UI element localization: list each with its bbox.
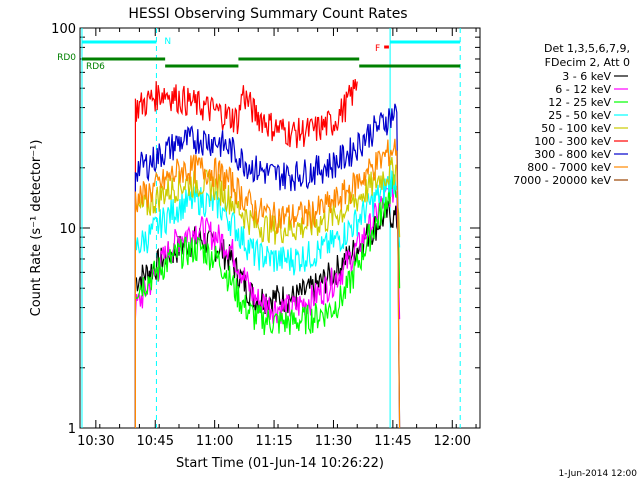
legend-entry-label: 6 - 12 keV xyxy=(555,83,611,96)
state-bars: N F RD0 RD6 xyxy=(57,37,461,72)
series-line-6 xyxy=(134,103,401,429)
series-line-4 xyxy=(134,156,401,428)
x-tick-label: 12:00 xyxy=(434,434,471,449)
series-group xyxy=(134,78,401,429)
x-tick-label: 11:00 xyxy=(196,434,233,449)
x-axis-label: Start Time (01-Jun-14 10:26:22) xyxy=(176,456,384,471)
y-tick-label: 1 xyxy=(68,422,76,437)
state-label-f: F xyxy=(375,44,380,54)
state-label-n: N xyxy=(164,37,171,47)
axes: 10:30 10:45 11:00 11:15 11:30 11:45 12:00 1 10 10… xyxy=(51,22,480,449)
plot-frame xyxy=(79,27,481,429)
y-axis-label: Count Rate (s⁻¹ detector⁻¹) xyxy=(29,140,44,317)
y-tick-label: 100 xyxy=(51,22,76,37)
legend-entry-label: 300 - 800 keV xyxy=(534,148,611,161)
legend-entry-label: 12 - 25 keV xyxy=(548,96,611,109)
x-tick-label: 11:15 xyxy=(255,434,292,449)
legend-entry-label: 7000 - 20000 keV xyxy=(513,174,611,187)
legend-header-line: Det 1,3,5,6,7,9, xyxy=(544,42,630,55)
legend: Det 1,3,5,6,7,9,FDecim 2, Att 03 - 6 keV… xyxy=(513,42,630,187)
series-line-3 xyxy=(134,170,401,428)
x-tick-label: 11:30 xyxy=(315,434,352,449)
legend-entry-label: 800 - 7000 keV xyxy=(527,161,611,174)
series-line-2 xyxy=(134,173,401,428)
chart-title: HESSI Observing Summary Count Rates xyxy=(128,6,407,22)
state-label-rd0: RD0 xyxy=(57,53,76,63)
legend-entry-label: 50 - 100 keV xyxy=(541,122,611,135)
legend-entry-label: 25 - 50 keV xyxy=(548,109,611,122)
y-tick-label: 10 xyxy=(59,222,76,237)
legend-entry-label: 3 - 6 keV xyxy=(562,70,611,83)
state-label-rd6: RD6 xyxy=(86,62,105,72)
legend-header-line: FDecim 2, Att 0 xyxy=(545,56,630,69)
footer-date: 1-Jun-2014 12:00 xyxy=(559,469,638,479)
x-tick-label: 11:45 xyxy=(374,434,411,449)
series-line-5 xyxy=(134,78,358,428)
legend-entry-label: 100 - 300 keV xyxy=(534,135,611,148)
x-tick-label: 10:45 xyxy=(137,434,174,449)
series-line-7 xyxy=(134,138,401,429)
x-tick-label: 10:30 xyxy=(77,434,114,449)
